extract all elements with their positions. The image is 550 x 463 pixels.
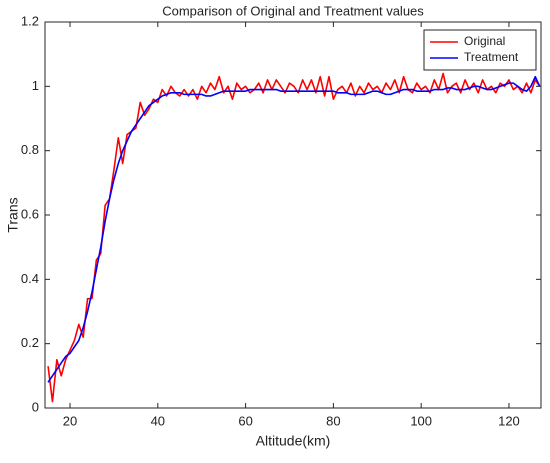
y-tick-label: 0.2 bbox=[21, 335, 39, 350]
x-axis-label: Altitude(km) bbox=[256, 433, 331, 449]
x-tick-label: 100 bbox=[410, 413, 432, 428]
x-tick-label: 120 bbox=[498, 413, 520, 428]
y-axis-label: Trans bbox=[5, 197, 21, 232]
x-tick-label: 60 bbox=[238, 413, 252, 428]
legend-label: Treatment bbox=[464, 50, 519, 64]
x-tick-label: 40 bbox=[151, 413, 165, 428]
legend-box bbox=[423, 29, 537, 71]
y-tick-label: 0.6 bbox=[21, 206, 39, 221]
chart-title: Comparison of Original and Treatment val… bbox=[162, 3, 424, 18]
x-tick-label: 20 bbox=[63, 413, 77, 428]
y-tick-label: 1.2 bbox=[21, 13, 39, 28]
y-tick-label: 0.4 bbox=[21, 271, 39, 286]
y-tick-label: 0 bbox=[32, 399, 39, 414]
x-tick-label: 80 bbox=[326, 413, 340, 428]
y-tick-label: 1 bbox=[32, 78, 39, 93]
data-line bbox=[47, 75, 541, 383]
data-line bbox=[47, 72, 541, 403]
y-tick-label: 0.8 bbox=[21, 142, 39, 157]
legend-label: Original bbox=[464, 34, 505, 48]
